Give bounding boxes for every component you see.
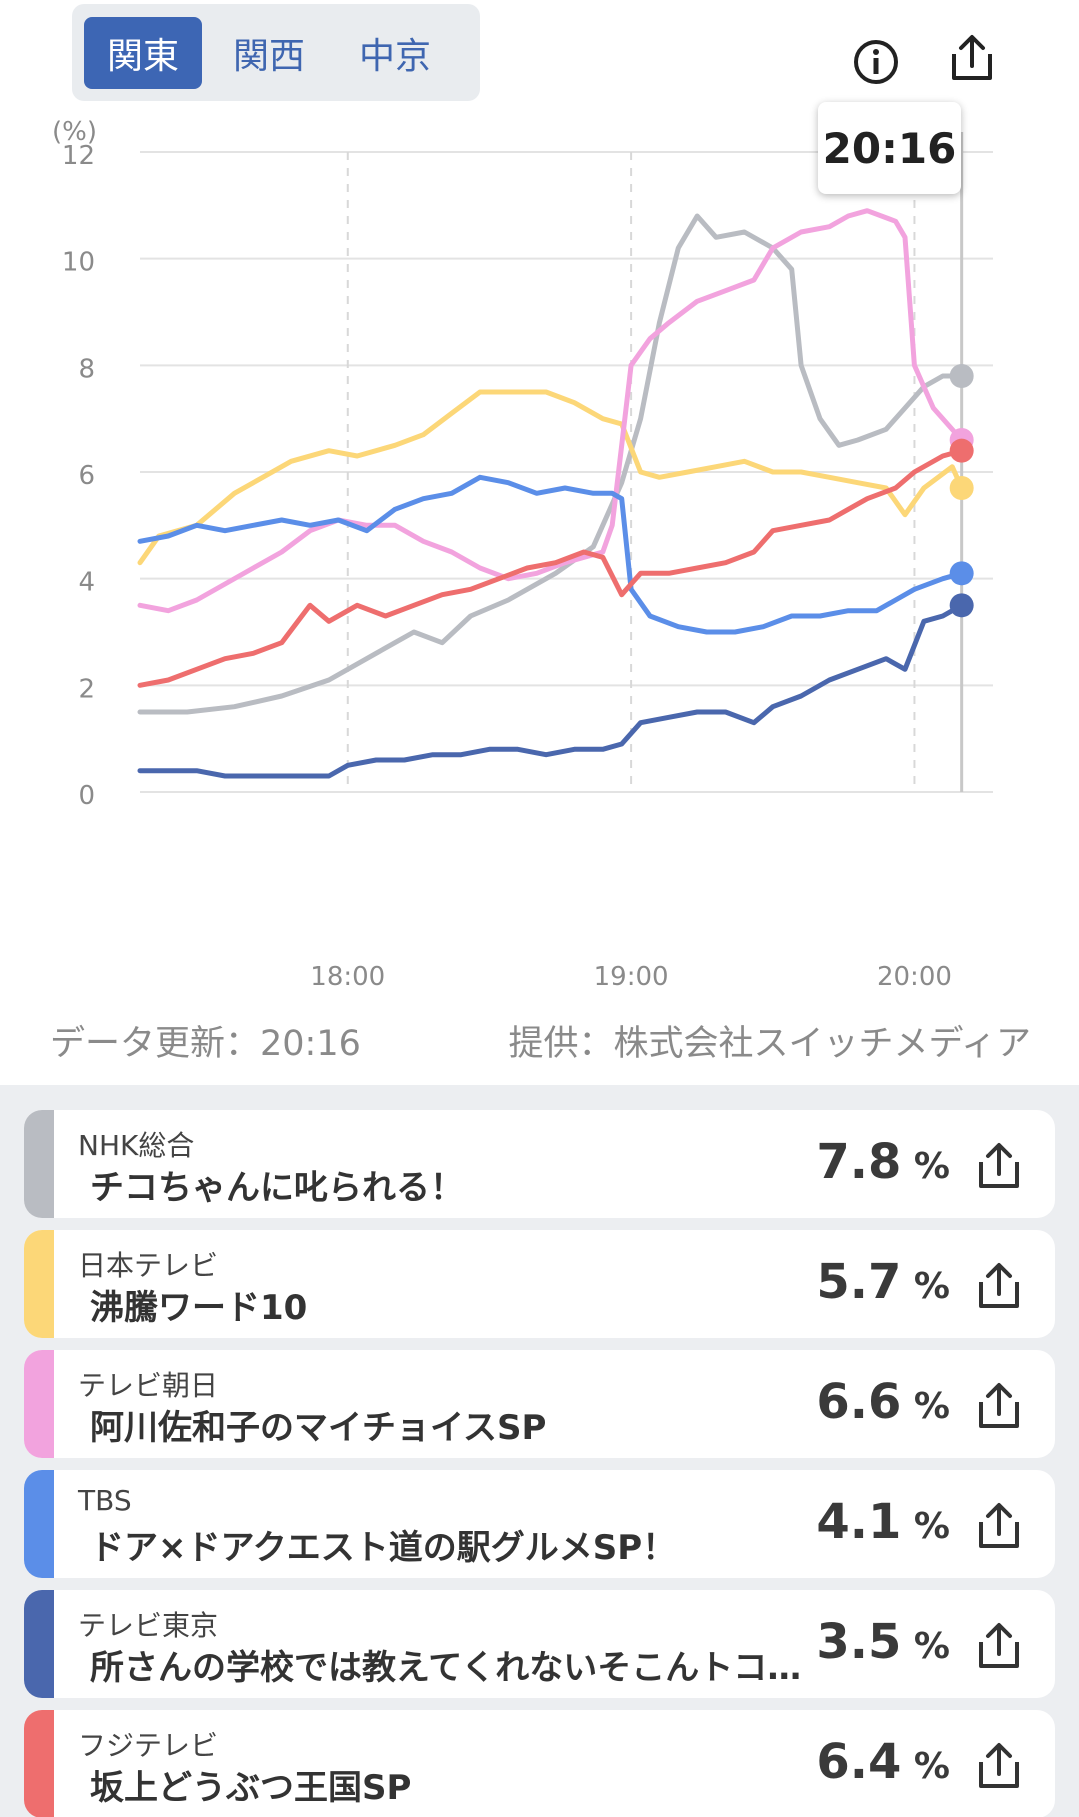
series-end-dot-cx	[949, 438, 974, 463]
channel-color-bar	[24, 1470, 54, 1578]
data-provider: 提供：株式会社スイッチメディア	[508, 1024, 1031, 1064]
tab-kansai[interactable]: 関西	[232, 35, 305, 77]
chart-panel: 関東 関西 中京 0 2 4 6 8 10 12 (%) 18:00 19:00 20:00 20:…	[50, 4, 1031, 1064]
y-axis-unit: (%)	[52, 117, 97, 147]
share-icon[interactable]	[942, 28, 1002, 88]
rating-number: 5.7	[816, 1254, 902, 1310]
channel-card[interactable]: テレビ朝日阿川佐和子のマイチョイスSP 6.6 %	[24, 1350, 1055, 1458]
series-line-ex	[137, 208, 965, 614]
channel-color-bar	[24, 1590, 54, 1698]
y-tick-label: 12	[62, 141, 95, 171]
series-line-tx	[137, 602, 965, 779]
rating-number: 4.1	[816, 1494, 902, 1550]
channel-color-bar	[24, 1110, 54, 1218]
channel-name: テレビ朝日	[78, 1369, 219, 1402]
rating-number: 7.8	[816, 1134, 902, 1190]
channel-name: 日本テレビ	[78, 1249, 219, 1282]
channel-name: フジテレビ	[78, 1729, 219, 1762]
info-icon[interactable]	[846, 32, 906, 92]
channel-color-bar	[24, 1230, 54, 1338]
rating-number: 3.5	[816, 1614, 902, 1670]
share-icon[interactable]	[973, 1260, 1025, 1312]
y-tick-label: 0	[78, 781, 95, 811]
share-icon[interactable]	[973, 1500, 1025, 1552]
tab-kanto[interactable]: 関東	[84, 16, 202, 89]
channel-name: TBS	[78, 1484, 132, 1517]
series-line-tbs	[137, 474, 965, 635]
program-title: 所さんの学校では教えてくれないそこんトコロ！	[90, 1648, 810, 1688]
share-icon[interactable]	[973, 1140, 1025, 1192]
share-icon[interactable]	[973, 1620, 1025, 1672]
series-end-dot-nhk	[949, 364, 974, 388]
rating-unit: %	[901, 1746, 950, 1787]
region-tabs: 関東 関西 中京	[72, 4, 480, 101]
rating-value: 3.5 %	[816, 1614, 950, 1670]
channel-name: テレビ東京	[78, 1609, 219, 1642]
x-tick-label: 18:00	[310, 962, 385, 992]
channel-card[interactable]: テレビ東京所さんの学校では教えてくれないそこんトコロ！ 3.5 %	[24, 1590, 1055, 1698]
ratings-line-chart: 0 2 4 6 8 10 12(%) 18:00 19:00 20:00	[52, 117, 993, 992]
rating-value: 5.7 %	[816, 1254, 950, 1310]
y-tick-label: 2	[78, 674, 95, 704]
channel-color-bar	[24, 1710, 54, 1817]
rating-value: 7.8 %	[816, 1134, 950, 1190]
y-tick-label: 8	[78, 354, 95, 384]
program-title: 沸騰ワード10	[90, 1288, 308, 1328]
program-title: ドア×ドアクエスト道の駅グルメSP！	[90, 1528, 677, 1568]
channel-card[interactable]: TBS ドア×ドアクエスト道の駅グルメSP！ 4.1 %	[24, 1470, 1055, 1578]
rating-unit: %	[901, 1626, 950, 1667]
rating-unit: %	[901, 1146, 950, 1187]
share-icon[interactable]	[973, 1740, 1025, 1792]
series-end-dot-tx	[949, 593, 974, 618]
rating-value: 6.6 %	[816, 1374, 950, 1430]
y-tick-label: 6	[78, 461, 95, 491]
rating-unit: %	[901, 1506, 950, 1547]
series-end-dot-ntv	[949, 476, 974, 500]
channel-name: NHK総合	[78, 1129, 195, 1162]
series-line-cx	[137, 448, 965, 688]
series-line-nhk	[137, 213, 965, 715]
time-tooltip: 20:16	[818, 102, 961, 194]
y-tick-label: 4	[78, 568, 95, 598]
x-tick-label: 20:00	[877, 962, 952, 992]
tab-chukyo[interactable]: 中京	[358, 35, 431, 77]
x-tick-label: 19:00	[594, 962, 669, 992]
series-line-ntv	[137, 389, 965, 566]
rating-value: 6.4 %	[816, 1734, 950, 1790]
program-title: 坂上どうぶつ王国SP	[90, 1768, 412, 1808]
rating-number: 6.4	[816, 1734, 902, 1790]
rating-unit: %	[901, 1386, 950, 1427]
share-icon[interactable]	[973, 1380, 1025, 1432]
rating-unit: %	[901, 1266, 950, 1307]
channel-color-bar	[24, 1350, 54, 1458]
program-title: チコちゃんに叱られる！	[90, 1168, 464, 1208]
rating-value: 4.1 %	[816, 1494, 950, 1550]
channel-list: NHK総合 チコちゃんに叱られる！ 7.8 % 日本テレビ 沸騰ワード10 5.7 % テレ…	[0, 1085, 1079, 1817]
series-end-dot-tbs	[949, 561, 974, 586]
channel-card[interactable]: NHK総合チコちゃんに叱られる！ 7.8 %	[24, 1110, 1055, 1218]
channel-card[interactable]: 日本テレビ沸騰ワード10 5.7 %	[24, 1230, 1055, 1338]
channel-card[interactable]: フジテレビ坂上どうぶつ王国SP 6.4 %	[24, 1710, 1055, 1817]
data-update-time: データ更新：20:16	[50, 1024, 361, 1064]
rating-number: 6.6	[816, 1374, 902, 1430]
program-title: 阿川佐和子のマイチョイスSP	[90, 1408, 547, 1448]
y-tick-label: 10	[62, 248, 95, 278]
